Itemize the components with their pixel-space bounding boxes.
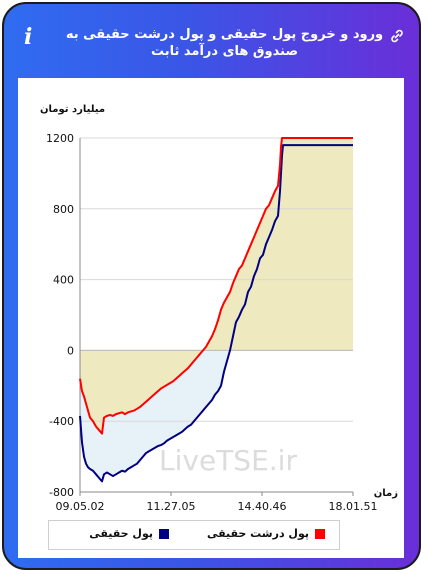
series-line-big-real-money bbox=[79, 137, 353, 435]
y-tick-label: 800 bbox=[53, 203, 74, 216]
x-axis-label: زمان bbox=[374, 488, 398, 499]
x-tick-label: 09.05.02 bbox=[56, 500, 105, 513]
legend-swatch-red bbox=[315, 528, 325, 539]
legend-item-big-real-money[interactable]: پول درشت حقیقی bbox=[207, 527, 325, 540]
legend-item-real-money[interactable]: پول حقیقی bbox=[89, 527, 169, 540]
watermark: LiveTSE.ir bbox=[159, 444, 297, 477]
chart-title: ورود و خروج پول حقیقی و پول درشت حقیقی ب… bbox=[65, 27, 384, 59]
y-tick-label: 0 bbox=[67, 344, 74, 357]
x-tick-label: 14.40.46 bbox=[238, 500, 287, 513]
x-tick-label: 11.27.05 bbox=[147, 500, 196, 513]
chart-header: ورود و خروج پول حقیقی و پول درشت حقیقی ب… bbox=[18, 16, 405, 74]
card-frame: ورود و خروج پول حقیقی و پول درشت حقیقی ب… bbox=[2, 2, 421, 570]
area-fill-upper bbox=[80, 138, 353, 434]
chart-legend: پول درشت حقیقی پول حقیقی bbox=[48, 520, 340, 550]
info-icon[interactable]: i bbox=[24, 24, 33, 50]
legend-swatch-navy bbox=[159, 528, 169, 539]
chart-panel: -800 -400 0 400 800 1200 09.05.02 11.27.05 14.40… bbox=[18, 78, 404, 558]
x-tick-label: 18.01.51 bbox=[329, 500, 378, 513]
y-tick-label: 1200 bbox=[46, 132, 74, 145]
line-chart: -800 -400 0 400 800 1200 09.05.02 11.27.05 14.40… bbox=[40, 104, 398, 513]
y-tick-label: -800 bbox=[49, 486, 74, 499]
link-icon[interactable] bbox=[389, 28, 405, 44]
area-fill-between bbox=[80, 350, 353, 482]
y-axis-label: میلیارد تومان bbox=[40, 104, 105, 115]
y-tick-label: 400 bbox=[53, 274, 74, 287]
legend-label-real-money: پول حقیقی bbox=[89, 527, 153, 540]
y-tick-label: -400 bbox=[49, 415, 74, 428]
series-line-real-money bbox=[79, 144, 353, 483]
legend-label-big-real-money: پول درشت حقیقی bbox=[206, 527, 309, 540]
